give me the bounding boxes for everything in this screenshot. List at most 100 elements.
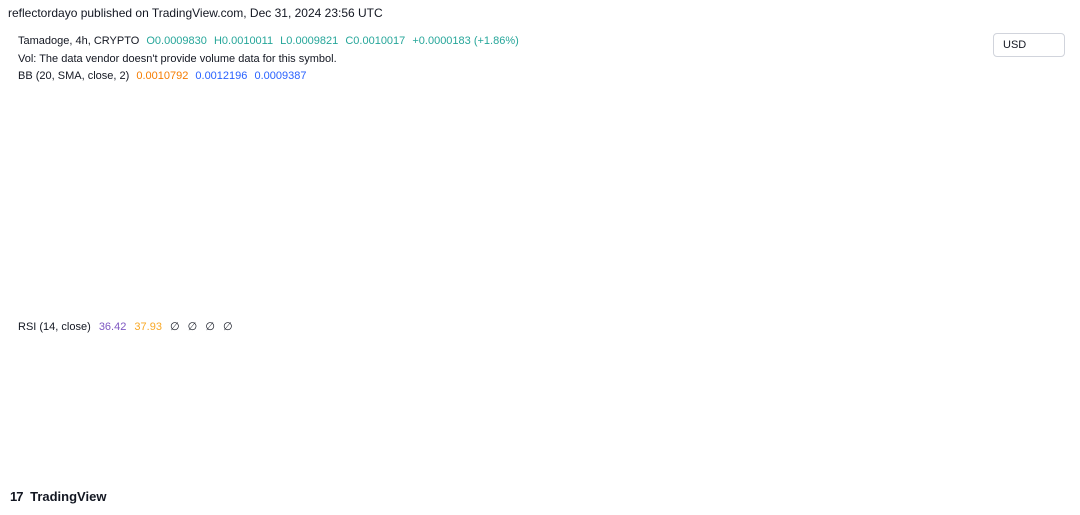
- candle-body: [381, 71, 386, 75]
- time-tick: 23: [531, 461, 543, 473]
- candle-body: [776, 201, 780, 209]
- price-tick: 0.0008000: [1004, 287, 1056, 299]
- candle-body: [579, 140, 583, 142]
- candle-body: [599, 119, 604, 133]
- candle-body: [532, 135, 536, 157]
- published-header: reflectordayo published on TradingView.c…: [8, 6, 383, 20]
- candle-body: [252, 96, 256, 115]
- bb-lower-badge-label: 0.0009387: [999, 223, 1051, 235]
- candle-body: [760, 177, 765, 185]
- rsi-extra-1: ∅: [170, 321, 180, 333]
- candle-body: [475, 114, 479, 130]
- candle-body: [195, 81, 199, 96]
- price-tick: 0.0012000: [1004, 103, 1056, 115]
- rsi-legend[interactable]: RSI (14, close) 36.42 37.93 ∅ ∅ ∅ ∅: [18, 320, 238, 333]
- candle-body: [257, 96, 261, 106]
- high-value: H0.0010011: [213, 35, 274, 47]
- candle-body: [568, 124, 573, 141]
- candle-body: [319, 128, 323, 140]
- candle-body: [246, 109, 251, 115]
- time-tick: 25: [616, 461, 628, 473]
- close-value: C0.0010017: [345, 35, 406, 47]
- candle-body: [864, 192, 868, 214]
- rsi-ma-badge: [990, 417, 1032, 434]
- candle-body: [511, 132, 515, 149]
- candle-body: [848, 205, 853, 219]
- rsi-label: RSI (14, close): [18, 321, 91, 333]
- bb-upper-value: 0.0012196: [195, 70, 248, 82]
- candle-body: [605, 132, 609, 142]
- candle-body: [739, 151, 744, 171]
- volume-legend: Vol: The data vendor doesn't provide vol…: [18, 52, 341, 66]
- main-legend: Tamadoge, 4h, CRYPTO O0.0009830 H0.00100…: [18, 34, 523, 48]
- candle-body: [812, 204, 816, 229]
- candle-body: [361, 87, 365, 104]
- candle-body: [345, 100, 349, 132]
- candle-body: [496, 132, 500, 141]
- candle-body: [236, 93, 240, 105]
- candle-body: [729, 160, 733, 181]
- candle-body: [817, 204, 822, 224]
- candle-body: [833, 210, 837, 225]
- candle-body: [620, 126, 624, 136]
- candle-body: [153, 84, 157, 89]
- time-tick: 2025: [909, 461, 933, 473]
- candle-body: [314, 128, 318, 138]
- currency-button[interactable]: USD: [993, 33, 1065, 57]
- time-tick: 18: [316, 461, 328, 473]
- rsi-extra-2: ∅: [187, 321, 198, 333]
- candle-body: [859, 192, 863, 200]
- candle-body: [366, 87, 370, 99]
- rsi-extra-3: ∅: [205, 321, 215, 333]
- low-value: L0.0009821: [280, 35, 339, 47]
- candle-body: [677, 182, 682, 187]
- candle-body: [553, 139, 557, 141]
- symbol-label[interactable]: Tamadoge, 4h, CRYPTO: [18, 35, 140, 47]
- candle-body: [454, 97, 458, 125]
- candle-body: [708, 165, 713, 178]
- candle-body: [874, 194, 879, 209]
- candle-body: [324, 131, 329, 140]
- candle-body: [272, 140, 277, 144]
- candle-body: [169, 82, 173, 94]
- candle-body: [724, 168, 728, 181]
- candle-body: [693, 167, 697, 178]
- candle-body: [490, 113, 495, 133]
- candle-body: [485, 113, 490, 122]
- candle-body: [651, 164, 656, 171]
- candle-body: [589, 125, 593, 142]
- candle-body: [288, 144, 292, 173]
- candle-body: [350, 100, 355, 105]
- candle-body: [449, 96, 453, 98]
- candle-body: [791, 207, 796, 209]
- candle-body: [802, 201, 806, 219]
- candle-body: [397, 81, 401, 83]
- bb-legend[interactable]: BB (20, SMA, close, 2) 0.0010792 0.00121…: [18, 69, 310, 83]
- candle-body: [506, 126, 510, 133]
- candle-body: [335, 121, 339, 126]
- candle-body: [459, 109, 464, 125]
- bb-basis-value: 0.0010792: [136, 70, 189, 82]
- candle-body: [584, 125, 588, 141]
- candle-body: [226, 90, 230, 101]
- candle-body: [428, 105, 432, 113]
- candle-body: [667, 171, 671, 173]
- candle-body: [916, 190, 920, 194]
- candle-body: [278, 143, 282, 149]
- rsi-badge: [990, 421, 1032, 438]
- candle-body: [283, 144, 287, 149]
- candle-body: [911, 192, 915, 194]
- candle-body: [516, 134, 521, 149]
- tradingview-brand[interactable]: 17 TradingView: [10, 489, 106, 504]
- rsi-ma-badge-label: 37.93: [997, 420, 1025, 432]
- candle-body: [355, 103, 360, 105]
- candle-body: [413, 76, 417, 78]
- time-tick: 16: [230, 461, 242, 473]
- price-tick: 0.0013000: [1004, 57, 1056, 69]
- candle-body: [433, 106, 438, 113]
- candle-body: [501, 126, 505, 141]
- candle-body: [900, 193, 905, 198]
- candle-body: [615, 126, 619, 134]
- candle-body: [885, 187, 889, 205]
- candle-body: [610, 133, 614, 142]
